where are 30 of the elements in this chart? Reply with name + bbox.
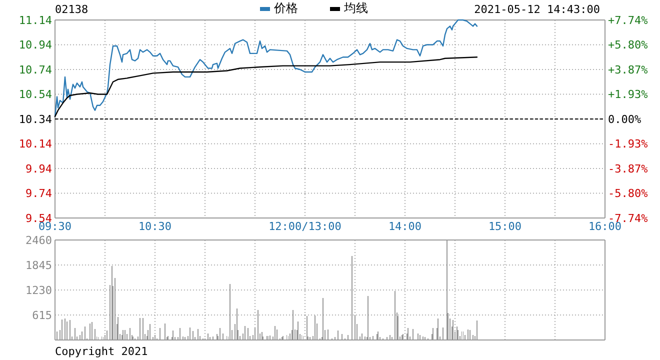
y-tick-label: 10.94 <box>18 38 52 52</box>
y-tick-label: 10.14 <box>18 138 52 151</box>
x-tick-label: 12:00/13:00 <box>268 220 342 233</box>
x-tick-label: 15:00 <box>488 220 522 233</box>
text: +7.74% <box>608 14 648 27</box>
text: Copyright 2021 <box>55 345 148 358</box>
y-tick-label: 9.74 <box>26 187 52 200</box>
x-tick-label: 09:30 <box>38 220 72 233</box>
x-tick-label: 14:00 <box>388 220 422 233</box>
text: +1.93% <box>608 88 648 102</box>
y-tick-label: 1230 <box>26 284 52 297</box>
y-tick-label: 10.54 <box>18 88 52 102</box>
x-tick-label: 10:30 <box>138 220 172 233</box>
text: +5.80% <box>608 38 648 52</box>
y-tick-label: 615 <box>32 308 52 322</box>
y-tick-label: 1845 <box>26 258 52 272</box>
text: 0.00% <box>608 112 642 126</box>
chart-title: 02138 <box>55 3 88 16</box>
y-tick-label: 11.14 <box>18 14 52 27</box>
y-tick-label: 9.94 <box>26 162 52 176</box>
y-tick-label: 10.34 <box>18 112 52 126</box>
y-tick-label: 10.74 <box>18 63 52 76</box>
text: -1.93% <box>608 138 648 151</box>
legend-label: 价格 <box>273 1 298 15</box>
text: +3.87% <box>608 63 648 76</box>
y-tick-label: 2460 <box>26 234 52 247</box>
chart-subtitle: 2021-05-12 14:43:00 <box>474 3 600 16</box>
legend-label: 均线 <box>343 1 368 15</box>
text: -5.80% <box>608 187 648 200</box>
text: -3.87% <box>608 162 648 176</box>
